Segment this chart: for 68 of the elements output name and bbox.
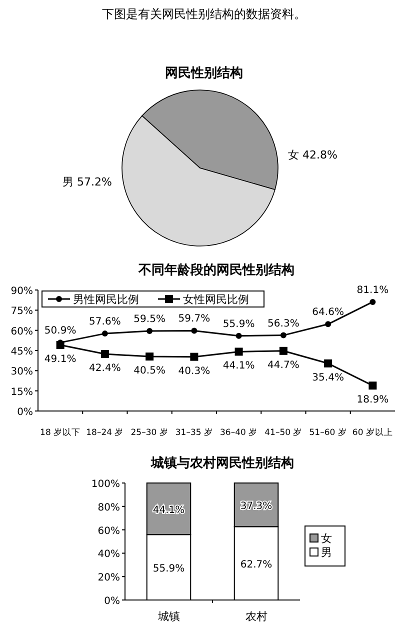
point [279,346,288,355]
data-label: 49.1% [44,354,76,365]
data-label: 40.5% [134,366,166,377]
data-label: 57.6% [89,316,121,328]
point [280,332,286,338]
x-tick-label: 18 岁以下 [40,427,81,438]
point [236,332,242,339]
x-tick-label: 41–50 岁 [264,427,302,438]
data-label: 35.4% [312,372,344,384]
text: 下图是有关网民性别结构的数据资料。 [102,7,306,21]
data-label: 56.3% [268,318,300,330]
data-label: 44.1% [152,504,185,516]
point [190,352,198,361]
y-tick-label: 60% [10,326,33,338]
chart-title: 不同年龄段的网民性别结构 [138,263,294,278]
x-tick-label: 31–35 岁 [175,427,213,438]
y-tick-label: 60% [98,526,120,537]
x-tick-label: 18–24 岁 [86,427,124,438]
legend-label: 男性网民比例 [73,293,139,306]
x-tick-label: 51–60 岁 [309,427,347,438]
point [102,330,108,337]
point [100,350,109,358]
y-tick-label: 90% [10,286,33,297]
point [324,359,332,368]
data-label: 81.1% [356,284,389,296]
point [368,382,377,390]
point [146,328,153,334]
point [370,298,376,305]
data-label: 42.4% [89,362,121,374]
data-label: 40.3% [178,366,210,377]
legend-label: 女 [321,532,332,545]
x-tick-label: 25–30 岁 [130,427,168,438]
data-label: 50.9% [44,326,76,337]
data-label: 44.1% [222,360,255,372]
x-tick-label: 城镇 [156,610,180,623]
y-tick-label: 0% [104,596,120,607]
data-label: 64.6% [312,307,344,318]
point [191,328,198,334]
data-label: 55.9% [222,318,255,330]
legend-label: 女性网民比例 [183,293,249,306]
legend-label: 男 [321,546,332,559]
x-tick-label: 60 岁以上 [352,427,393,438]
y-tick-label: 100% [91,479,120,490]
x-tick-label: 农村 [245,610,268,623]
data-label: 44.7% [268,360,300,371]
point [234,348,243,356]
y-tick-label: 75% [10,306,33,318]
y-tick-label: 40% [98,549,120,560]
data-label: 59.7% [178,314,210,325]
chart-title: 网民性别结构 [165,66,243,81]
y-tick-label: 0% [17,407,33,418]
point [146,352,154,361]
point [325,321,332,328]
chart-title: 城镇与农村网民性别结构 [150,456,294,471]
data-label: 59.5% [134,314,166,326]
y-tick-label: 15% [10,386,33,398]
slice-label: 男 57.2% [62,176,112,189]
y-tick-label: 30% [10,366,33,378]
data-label: 62.7% [240,559,272,570]
point [56,340,64,349]
data-label: 55.9% [152,563,185,574]
x-tick-label: 36–40 岁 [220,427,258,438]
y-tick-label: 20% [98,572,120,584]
y-tick-label: 80% [98,502,120,514]
y-tick-label: 45% [10,346,33,358]
data-label: 18.9% [356,394,389,406]
slice-label: 女 42.8% [288,148,338,162]
data-label: 37.3% [240,500,272,512]
